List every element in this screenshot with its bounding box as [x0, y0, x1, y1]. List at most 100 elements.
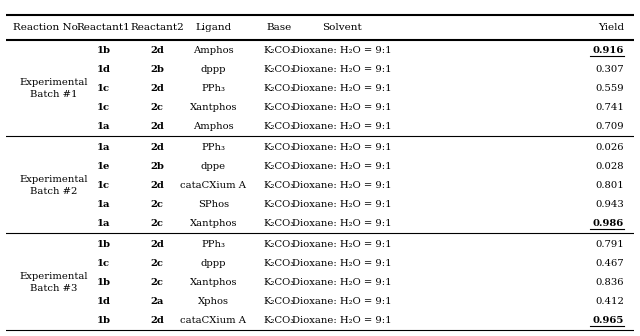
Text: Dioxane: H₂O = 9:1: Dioxane: H₂O = 9:1 — [292, 278, 392, 287]
Text: 1a: 1a — [97, 219, 110, 228]
Text: K₂CO₃: K₂CO₃ — [264, 316, 295, 325]
Text: Experimental
Batch #1: Experimental Batch #1 — [19, 78, 88, 99]
Text: 1b: 1b — [97, 278, 111, 287]
Text: 2c: 2c — [150, 219, 163, 228]
Text: 1a: 1a — [97, 200, 110, 209]
Text: 2d: 2d — [150, 46, 164, 55]
Text: 0.467: 0.467 — [596, 259, 624, 268]
Text: Dioxane: H₂O = 9:1: Dioxane: H₂O = 9:1 — [292, 143, 392, 152]
Text: Dioxane: H₂O = 9:1: Dioxane: H₂O = 9:1 — [292, 200, 392, 209]
Text: Experimental
Batch #2: Experimental Batch #2 — [19, 175, 88, 196]
Text: 0.709: 0.709 — [596, 122, 624, 131]
Text: dppe: dppe — [201, 162, 226, 171]
Text: Dioxane: H₂O = 9:1: Dioxane: H₂O = 9:1 — [292, 181, 392, 190]
Text: Xphos: Xphos — [198, 297, 229, 306]
Text: 2d: 2d — [150, 84, 164, 93]
Text: Solvent: Solvent — [322, 23, 362, 32]
Text: 1c: 1c — [97, 84, 110, 93]
Text: 0.741: 0.741 — [595, 103, 624, 112]
Text: Xantphos: Xantphos — [189, 103, 237, 112]
Text: Ligand: Ligand — [195, 23, 232, 32]
Text: 0.943: 0.943 — [595, 200, 624, 209]
Text: Dioxane: H₂O = 9:1: Dioxane: H₂O = 9:1 — [292, 316, 392, 325]
Text: 2d: 2d — [150, 143, 164, 152]
Text: PPh₃: PPh₃ — [202, 143, 225, 152]
Text: 0.986: 0.986 — [593, 219, 624, 228]
Text: Dioxane: H₂O = 9:1: Dioxane: H₂O = 9:1 — [292, 219, 392, 228]
Text: K₂CO₃: K₂CO₃ — [264, 122, 295, 131]
Text: Amphos: Amphos — [193, 46, 234, 55]
Text: 1c: 1c — [97, 259, 110, 268]
Text: K₂CO₃: K₂CO₃ — [264, 278, 295, 287]
Text: 0.028: 0.028 — [596, 162, 624, 171]
Text: 1a: 1a — [97, 122, 110, 131]
Text: cataCXium A: cataCXium A — [180, 316, 246, 325]
Text: 0.307: 0.307 — [596, 65, 624, 74]
Text: Dioxane: H₂O = 9:1: Dioxane: H₂O = 9:1 — [292, 122, 392, 131]
Text: K₂CO₃: K₂CO₃ — [264, 200, 295, 209]
Text: 1a: 1a — [97, 143, 110, 152]
Text: 2c: 2c — [150, 103, 163, 112]
Text: 2c: 2c — [150, 200, 163, 209]
Text: Dioxane: H₂O = 9:1: Dioxane: H₂O = 9:1 — [292, 84, 392, 93]
Text: 0.801: 0.801 — [595, 181, 624, 190]
Text: PPh₃: PPh₃ — [202, 240, 225, 249]
Text: Amphos: Amphos — [193, 122, 234, 131]
Text: SPhos: SPhos — [198, 200, 229, 209]
Text: Dioxane: H₂O = 9:1: Dioxane: H₂O = 9:1 — [292, 46, 392, 55]
Text: 1d: 1d — [97, 65, 111, 74]
Text: K₂CO₃: K₂CO₃ — [264, 84, 295, 93]
Text: 2b: 2b — [150, 65, 164, 74]
Text: 1d: 1d — [97, 297, 111, 306]
Text: 2c: 2c — [150, 259, 163, 268]
Text: cataCXium A: cataCXium A — [180, 181, 246, 190]
Text: K₂CO₃: K₂CO₃ — [264, 46, 295, 55]
Text: dppp: dppp — [200, 259, 226, 268]
Text: 2b: 2b — [150, 162, 164, 171]
Text: Dioxane: H₂O = 9:1: Dioxane: H₂O = 9:1 — [292, 162, 392, 171]
Text: 2a: 2a — [150, 297, 164, 306]
Text: K₂CO₃: K₂CO₃ — [264, 297, 295, 306]
Text: 0.026: 0.026 — [596, 143, 624, 152]
Text: 0.836: 0.836 — [596, 278, 624, 287]
Text: 0.916: 0.916 — [593, 46, 624, 55]
Text: 2d: 2d — [150, 316, 164, 325]
Text: K₂CO₃: K₂CO₃ — [264, 65, 295, 74]
Text: PPh₃: PPh₃ — [202, 84, 225, 93]
Text: Dioxane: H₂O = 9:1: Dioxane: H₂O = 9:1 — [292, 259, 392, 268]
Text: 1c: 1c — [97, 181, 110, 190]
Text: Xantphos: Xantphos — [189, 219, 237, 228]
Text: 1c: 1c — [97, 103, 110, 112]
Text: Yield: Yield — [598, 23, 624, 32]
Text: Reactant2: Reactant2 — [130, 23, 184, 32]
Text: 0.791: 0.791 — [595, 240, 624, 249]
Text: K₂CO₃: K₂CO₃ — [264, 162, 295, 171]
Text: K₂CO₃: K₂CO₃ — [264, 259, 295, 268]
Text: 2d: 2d — [150, 240, 164, 249]
Text: K₂CO₃: K₂CO₃ — [264, 240, 295, 249]
Text: dppp: dppp — [200, 65, 226, 74]
Text: K₂CO₃: K₂CO₃ — [264, 181, 295, 190]
Text: 0.965: 0.965 — [593, 316, 624, 325]
Text: Xantphos: Xantphos — [189, 278, 237, 287]
Text: 0.559: 0.559 — [596, 84, 624, 93]
Text: 2d: 2d — [150, 122, 164, 131]
Text: Reactant1: Reactant1 — [77, 23, 131, 32]
Text: Dioxane: H₂O = 9:1: Dioxane: H₂O = 9:1 — [292, 297, 392, 306]
Text: Dioxane: H₂O = 9:1: Dioxane: H₂O = 9:1 — [292, 240, 392, 249]
Text: 1b: 1b — [97, 240, 111, 249]
Text: 1b: 1b — [97, 46, 111, 55]
Text: K₂CO₃: K₂CO₃ — [264, 219, 295, 228]
Text: Base: Base — [267, 23, 292, 32]
Text: 0.412: 0.412 — [595, 297, 624, 306]
Text: 1b: 1b — [97, 316, 111, 325]
Text: Dioxane: H₂O = 9:1: Dioxane: H₂O = 9:1 — [292, 103, 392, 112]
Text: 2c: 2c — [150, 278, 163, 287]
Text: 2d: 2d — [150, 181, 164, 190]
Text: 1e: 1e — [97, 162, 110, 171]
Text: K₂CO₃: K₂CO₃ — [264, 143, 295, 152]
Text: K₂CO₃: K₂CO₃ — [264, 103, 295, 112]
Text: Reaction No.: Reaction No. — [13, 23, 81, 32]
Text: Dioxane: H₂O = 9:1: Dioxane: H₂O = 9:1 — [292, 65, 392, 74]
Text: Experimental
Batch #3: Experimental Batch #3 — [19, 271, 88, 293]
